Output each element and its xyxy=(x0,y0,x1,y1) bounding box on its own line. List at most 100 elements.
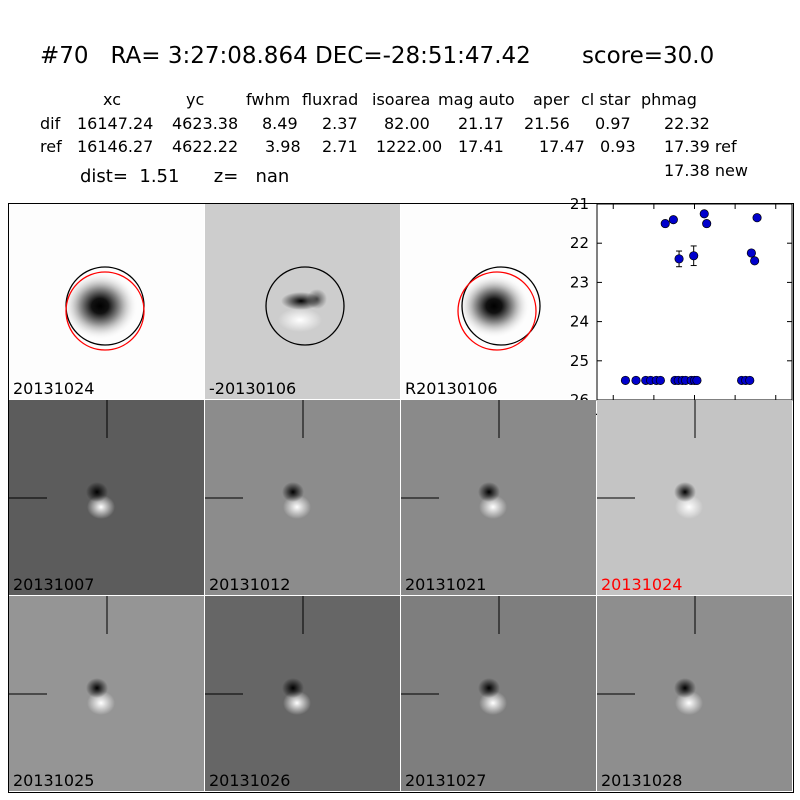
stamp-label: 20131024 xyxy=(13,379,95,398)
y-tick-label: 23 xyxy=(570,273,589,291)
dif-xc: 16147.24 xyxy=(77,114,154,133)
stamp-image xyxy=(9,400,115,519)
col-mag-auto: mag auto xyxy=(438,90,515,109)
stamp-image xyxy=(9,596,115,715)
data-point xyxy=(689,251,699,261)
col-isoarea: isoarea xyxy=(372,90,431,109)
data-point xyxy=(620,375,630,385)
residual-light xyxy=(278,308,322,332)
data-point xyxy=(668,215,678,225)
residual-dark xyxy=(674,482,696,502)
stamp-image xyxy=(205,400,311,519)
residual-dark xyxy=(478,678,500,698)
col-phmag: phmag xyxy=(641,90,697,109)
stamp-image xyxy=(597,596,703,715)
new-phmag: 17.38 new xyxy=(664,161,748,180)
col-fwhm: fwhm xyxy=(246,90,291,109)
stamp-label: 20131027 xyxy=(405,771,487,790)
col-fluxrad: fluxrad xyxy=(302,90,359,109)
data-point xyxy=(655,375,665,385)
stamp-row3-2: 20131026 xyxy=(205,596,400,791)
stamp-label: 20131007 xyxy=(13,575,95,594)
stamp-label: 20131012 xyxy=(209,575,291,594)
y-tick-label: 22 xyxy=(570,234,589,252)
col-cl-star: cl star xyxy=(581,90,631,109)
stamp-label: R20130106 xyxy=(405,379,498,398)
col-aper: aper xyxy=(533,90,570,109)
y-tick-label: 24 xyxy=(570,313,589,331)
ref-aperture-circle xyxy=(65,271,145,351)
data-point xyxy=(745,375,755,385)
stamp-image xyxy=(401,596,507,715)
stamp-ref-image xyxy=(457,266,541,351)
col-xc: xc xyxy=(103,90,121,109)
stamp-ref: R20130106 xyxy=(401,204,596,399)
ref-phmag: 17.39 ref xyxy=(664,137,737,156)
aperture-circle xyxy=(461,266,541,346)
stamp-row3-4: 20131028 xyxy=(597,596,792,791)
residual-dark xyxy=(86,482,108,502)
y-tick-label: 21 xyxy=(570,196,589,213)
stamp-label: 20131021 xyxy=(405,575,487,594)
lightcurve-svg: 212223242526−100−50050100 xyxy=(570,195,793,423)
stamp-row3-3: 20131027 xyxy=(401,596,596,791)
dif-label: dif xyxy=(40,114,61,133)
stamp-label: 20131025 xyxy=(13,771,95,790)
stamp-row2-3: 20131021 xyxy=(401,400,596,595)
residual-dark xyxy=(282,482,304,502)
dif-fluxrad: 2.37 xyxy=(322,114,358,133)
ref-cl-star: 0.93 xyxy=(600,137,636,156)
plot-area xyxy=(596,203,793,401)
stamp-label: 20131028 xyxy=(601,771,683,790)
source-blob xyxy=(62,272,138,340)
stamp-row2-1: 20131007 xyxy=(9,400,204,595)
dif-aper: 21.56 xyxy=(524,114,570,133)
data-point xyxy=(702,219,712,229)
ref-isoarea: 1222.00 xyxy=(376,137,443,156)
stamp-new-image xyxy=(62,266,145,351)
residual-dark-2 xyxy=(307,289,327,309)
residual-dark xyxy=(282,678,304,698)
residual-dark xyxy=(86,678,108,698)
ref-aperture-circle xyxy=(457,271,537,351)
data-point xyxy=(674,254,684,264)
y-tick-label: 25 xyxy=(570,352,589,370)
ref-fluxrad: 2.71 xyxy=(322,137,358,156)
ref-xc: 16146.27 xyxy=(77,137,154,156)
ref-label: ref xyxy=(40,137,62,156)
stamp-image xyxy=(205,596,311,715)
data-point xyxy=(660,219,670,229)
dif-phmag: 22.32 xyxy=(664,114,710,133)
ref-aper: 17.47 xyxy=(539,137,585,156)
data-point xyxy=(631,375,641,385)
stamp-diff: -20130106 xyxy=(205,204,400,399)
data-point xyxy=(692,375,702,385)
data-point xyxy=(699,209,709,219)
lightcurve-chart: 212223242526−100−50050100 xyxy=(560,195,800,428)
dif-isoarea: 82.00 xyxy=(384,114,430,133)
source-blob xyxy=(458,274,530,338)
stamp-label: 20131026 xyxy=(209,771,291,790)
stamp-image xyxy=(401,400,507,519)
ref-fwhm: 3.98 xyxy=(265,137,301,156)
dif-fwhm: 8.49 xyxy=(262,114,298,133)
col-yc: yc xyxy=(186,90,205,109)
ref-mag-auto: 17.41 xyxy=(458,137,504,156)
distance-readout: dist= 1.51 z= nan xyxy=(80,166,290,187)
dif-yc: 4623.38 xyxy=(172,114,239,133)
page-title: #70 RA= 3:27:08.864 DEC=-28:51:47.42 sco… xyxy=(40,43,715,69)
stamp-row2-2: 20131012 xyxy=(205,400,400,595)
stamp-row3-1: 20131025 xyxy=(9,596,204,791)
stamp-new: 20131024 xyxy=(9,204,204,399)
stamp-image xyxy=(597,400,703,519)
dif-mag-auto: 21.17 xyxy=(458,114,504,133)
data-point xyxy=(752,213,762,223)
aperture-circle xyxy=(265,266,345,346)
stamp-row2-4: 20131024 xyxy=(597,400,792,595)
residual-dark xyxy=(674,678,696,698)
data-point xyxy=(750,256,760,266)
stamp-diff-image xyxy=(265,266,345,346)
dif-cl-star: 0.97 xyxy=(595,114,631,133)
stamp-label: 20131024 xyxy=(601,575,683,594)
data-point xyxy=(746,248,756,258)
